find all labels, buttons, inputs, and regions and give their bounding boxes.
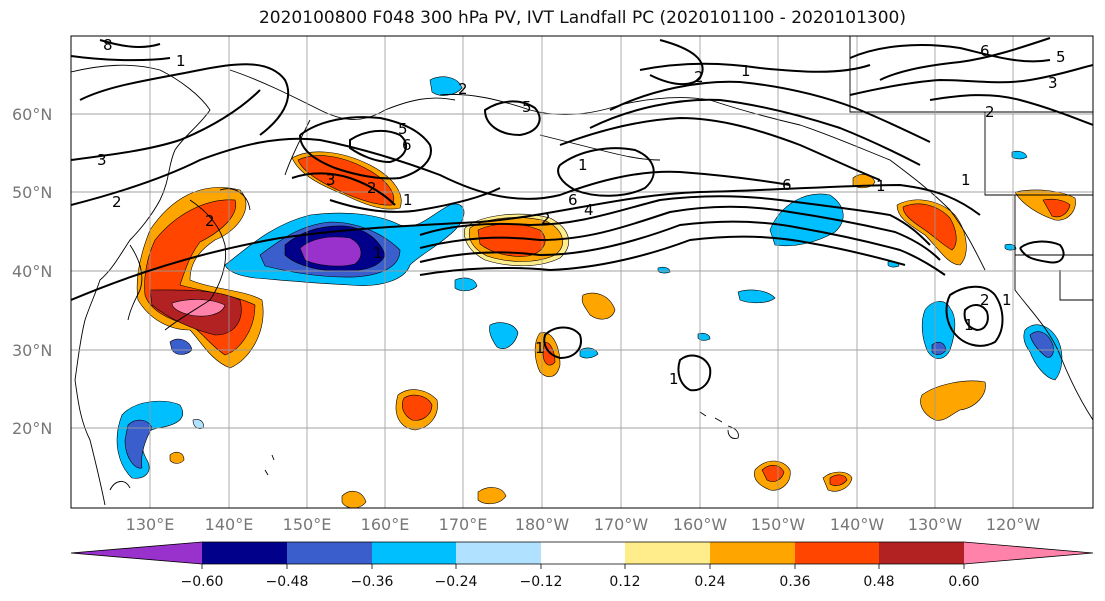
- colorbar-segment: [71, 542, 202, 564]
- colorbar-segment: [964, 542, 1093, 564]
- colorbar-segment: [879, 542, 964, 564]
- ivt-contours: [71, 37, 1093, 392]
- contour-label: 2: [985, 103, 995, 121]
- contour-label: 2: [980, 291, 990, 309]
- colorbar-segment: [202, 542, 287, 564]
- colorbar-tick-label: 0.12: [609, 574, 640, 590]
- lat-label: 50°N: [12, 183, 52, 202]
- pv-shading: [116, 76, 1076, 508]
- contour-label: 1: [176, 52, 186, 70]
- lat-label: 60°N: [12, 105, 52, 124]
- figure-title: 2020100800 F048 300 hPa PV, IVT Landfall…: [258, 8, 906, 28]
- contour-label: 5: [522, 98, 532, 116]
- colorbar-tick-label: −0.60: [181, 574, 224, 590]
- contour-label: 2: [367, 179, 377, 197]
- contour-label: 5: [398, 120, 408, 138]
- contour-label: 2: [205, 212, 215, 230]
- lat-label: 30°N: [12, 341, 52, 360]
- contour-label: 5: [1056, 48, 1066, 66]
- lon-label: 140°W: [830, 515, 885, 534]
- contour-label: 3: [1048, 74, 1058, 92]
- lon-label: 180°W: [515, 515, 570, 534]
- contour-label: 1: [876, 177, 886, 195]
- contour-label: 1: [373, 244, 383, 262]
- lon-label: 160°W: [673, 515, 728, 534]
- colorbar-segment: [287, 542, 372, 564]
- colorbar-tick-label: 0.36: [779, 574, 810, 590]
- colorbar-tick-label: −0.48: [266, 574, 309, 590]
- colorbar-tick-label: 0.24: [694, 574, 725, 590]
- contour-label: 4: [584, 201, 594, 219]
- lon-label: 120°W: [986, 515, 1041, 534]
- contour-label: 2: [112, 193, 122, 211]
- lon-label: 170°W: [594, 515, 649, 534]
- lon-label: 130°E: [126, 515, 175, 534]
- contour-label: 6: [980, 42, 990, 60]
- contour-label: 6: [402, 136, 412, 154]
- contour-label: 6: [568, 191, 578, 209]
- contour-label: 3: [326, 171, 336, 189]
- lon-label: 150°W: [751, 515, 806, 534]
- colorbar: −0.60 −0.48 −0.36 −0.24 −0.12 0.12 0.24 …: [70, 541, 1094, 590]
- latitude-labels: 60°N 50°N 40°N 30°N 20°N: [12, 105, 52, 438]
- lon-label: 150°E: [283, 515, 332, 534]
- contour-label: 1: [961, 171, 971, 189]
- contour-label: 2: [541, 210, 551, 228]
- colorbar-segment: [710, 542, 795, 564]
- map-frame: [70, 35, 1094, 509]
- contour-label: 2: [458, 80, 468, 98]
- colorbar-segment: [372, 542, 456, 564]
- contour-label: 6: [782, 176, 792, 194]
- contour-label: 3: [97, 151, 107, 169]
- colorbar-segment: [795, 542, 879, 564]
- colorbar-ticks: [201, 564, 965, 569]
- lon-label: 170°E: [439, 515, 488, 534]
- lat-label: 20°N: [12, 419, 52, 438]
- contour-label: 1: [578, 156, 588, 174]
- colorbar-tick-label: −0.12: [520, 574, 563, 590]
- contour-label: 1: [964, 316, 974, 334]
- longitude-labels: 130°E 140°E 150°E 160°E 170°E 180°W 170°…: [126, 515, 1041, 534]
- colorbar-tick-label: −0.24: [435, 574, 478, 590]
- lon-label: 130°W: [908, 515, 963, 534]
- lat-label: 40°N: [12, 262, 52, 281]
- contour-label: 1: [741, 62, 751, 80]
- lon-label: 140°E: [205, 515, 254, 534]
- colorbar-tick-label: 0.60: [948, 574, 979, 590]
- lon-label: 160°E: [361, 515, 410, 534]
- contour-label: 2: [694, 68, 704, 86]
- colorbar-segment: [456, 542, 541, 564]
- contour-label: 1: [1002, 291, 1012, 309]
- contour-label: 1: [535, 339, 545, 357]
- contour-label: 1: [403, 191, 413, 209]
- colorbar-segment: [541, 542, 625, 564]
- contour-label: 1: [669, 370, 679, 388]
- contour-labels: 8 1 3 2 2 5 5 6 2 1 6 5 3 2 1 3 2 1 2 6 …: [97, 36, 1066, 388]
- colorbar-tick-label: 0.48: [863, 574, 894, 590]
- contour-label: 8: [103, 36, 113, 54]
- colorbar-tick-label: −0.36: [351, 574, 394, 590]
- colorbar-segment: [625, 542, 710, 564]
- map-panel: 8 1 3 2 2 5 5 6 2 1 6 5 3 2 1 3 2 1 2 6 …: [71, 36, 1093, 508]
